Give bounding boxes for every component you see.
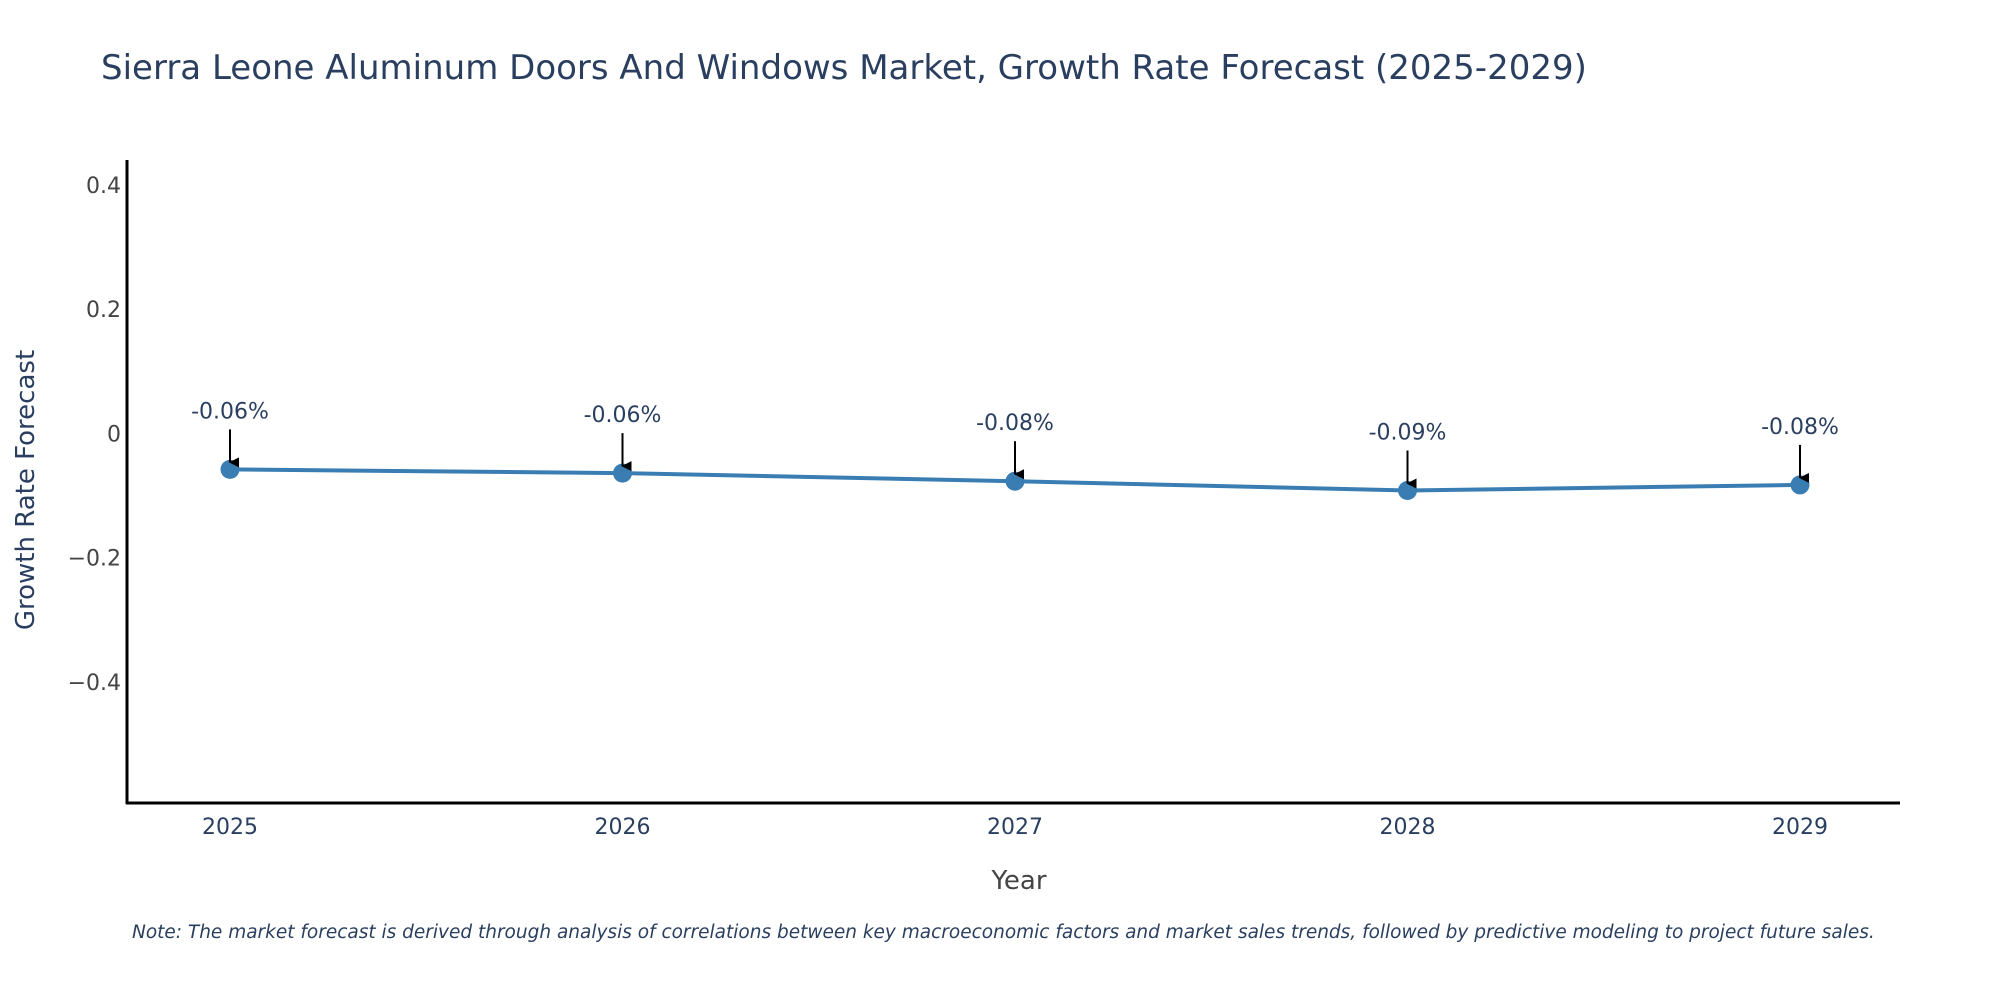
chart-title: Sierra Leone Aluminum Doors And Windows … [101,48,1587,88]
data-point [1398,481,1417,501]
data-point [220,459,240,479]
y-tick-label: 0.2 [86,298,121,323]
data-point [1790,475,1810,495]
footnote: Note: The market forecast is derived thr… [132,922,1875,943]
data-label: -0.08% [976,411,1054,436]
x-tick-label: 2029 [1772,815,1828,840]
data-label: -0.09% [1369,421,1447,446]
x-tick-label: 2028 [1380,815,1436,840]
plot-area: 0.4 0.2 0 −0.2 −0.4 2025 2026 2027 2028 2029 -0.06… [68,160,1900,840]
data-label: -0.08% [1761,415,1839,440]
y-tick-label: 0.4 [86,174,121,199]
data-point [613,463,632,483]
data-point [1005,471,1025,491]
y-axis-title: Growth Rate Forecast [11,350,41,630]
x-tick-label: 2025 [202,815,258,840]
y-tick-label: −0.2 [68,547,121,572]
x-axis-title: Year [990,866,1046,896]
x-tick-label: 2026 [595,815,651,840]
data-label: -0.06% [584,403,662,428]
y-tick-label: −0.4 [68,671,121,696]
y-tick-label: 0 [107,422,121,447]
data-label: -0.06% [191,399,269,424]
x-tick-label: 2027 [987,815,1043,840]
